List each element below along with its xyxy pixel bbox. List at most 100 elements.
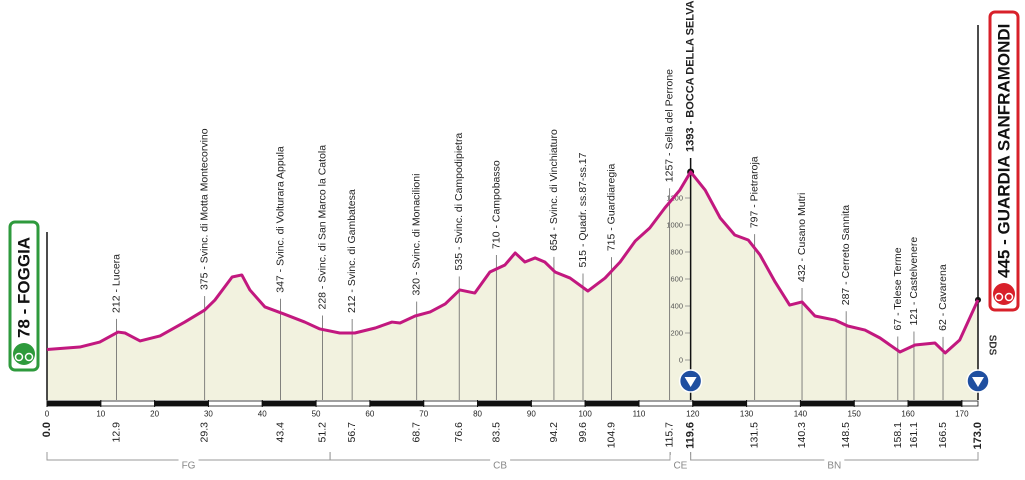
km-bar-segment (208, 400, 263, 407)
km-bar-segment (261, 400, 317, 407)
km-tick-label: 170 (955, 410, 969, 419)
km-bar-segment (961, 400, 979, 407)
km-label: 158.1 (892, 422, 904, 448)
km-label: 131.5 (749, 422, 761, 448)
start-badge (8, 220, 40, 372)
km-bar-segment (692, 400, 747, 407)
start-icon (13, 343, 35, 365)
km-bar-segment (423, 400, 478, 407)
km-tick-label: 80 (473, 410, 482, 419)
altitude-tick-label: 400 (670, 302, 683, 311)
km-bar-segment (638, 400, 694, 407)
waypoint-label: 67 - Telese Terme (892, 247, 904, 330)
section-label-bg (490, 455, 511, 466)
waypoint-label: 62 - Cavarena (937, 264, 949, 331)
km-label: 43.4 (275, 422, 287, 443)
finish-icon-wheel (994, 292, 1004, 302)
waypoint-label: 710 - Campobasso (490, 160, 502, 249)
finish-icon (993, 283, 1015, 305)
waypoint-label: 1257 - Sella del Perrone (664, 69, 676, 182)
waypoint-label: 375 - Svinc. di Motta Montecorvino (199, 128, 211, 290)
km-bar-segment (800, 400, 855, 407)
km-bar-segment (154, 400, 209, 407)
km-label: 140.3 (796, 422, 808, 448)
km-label: 29.3 (199, 422, 211, 443)
km-tick-label: 150 (848, 410, 862, 419)
km-bar-segment (853, 400, 909, 407)
km-label: 51.2 (317, 422, 329, 443)
altitude-tick-label: 0 (679, 356, 683, 365)
waypoint-label: 121 - Castelvenere (908, 237, 920, 326)
altitude-tick-label: 200 (670, 329, 683, 338)
waypoint-label: 515 - Quadr. ss.87-ss.17 (577, 152, 589, 267)
start-label: 78 - FOGGIA (15, 237, 34, 338)
waypoint-label: 228 - Svinc. di San Marco la Catola (317, 145, 329, 310)
start-icon-wheel (24, 352, 34, 362)
km-bar-segment (369, 400, 425, 407)
waypoint-label: 797 - Pietraroja (749, 156, 761, 228)
km-tick-label: 110 (633, 410, 646, 419)
section-label-bg (824, 455, 845, 466)
km-tick-label: 120 (686, 410, 700, 419)
waypoint-label: 432 - Cusano Mutri (796, 193, 808, 282)
profile-line (46, 170, 980, 355)
km-tick-label: 160 (901, 410, 915, 419)
km-label: 99.6 (577, 422, 589, 443)
section-label-bg (178, 455, 199, 466)
section-label: FG (182, 461, 196, 472)
km-label: 173.0 (972, 422, 984, 450)
km-tick-label: 100 (578, 410, 592, 419)
waypoint-label: 654 - Svinc. di Vinchiaturo (548, 129, 560, 251)
waypoint-label: 715 - Guardiaregia (606, 163, 618, 251)
km-tick-label: 30 (204, 410, 213, 419)
start-icon-wheel (14, 352, 24, 362)
km-tick-label: 90 (527, 410, 536, 419)
waypoint-label: 347 - Svinc. di Volturara Appula (275, 146, 287, 293)
section-label-bg (670, 455, 691, 466)
km-label: 119.6 (685, 422, 697, 449)
section-label: CB (493, 461, 507, 472)
km-label: 12.9 (110, 422, 122, 443)
km-bar-segment (477, 400, 532, 407)
waypoint-label: 320 - Svinc. di Monacilioni (411, 174, 423, 296)
waypoint-label: 287 - Cerreto Sannita (840, 205, 852, 306)
waypoint-label: 212 - Svinc. di Gambatesa (346, 189, 358, 313)
finish-label: 445 - GUARDIA SANFRAMONDI (995, 24, 1014, 278)
section-label: CE (673, 461, 687, 472)
section-label: BN (827, 461, 841, 472)
km-tick-label: 60 (365, 410, 374, 419)
summit-marker-arrow (684, 377, 697, 387)
km-tick-label: 130 (740, 410, 754, 419)
km-label: 94.2 (548, 422, 560, 443)
km-tick-label: 20 (150, 410, 159, 419)
finish-sds: SDS (987, 335, 998, 356)
km-label: 68.7 (411, 422, 423, 443)
finish-marker-arrow (972, 377, 984, 387)
km-tick-label: 10 (96, 410, 105, 419)
km-bar-segment (100, 400, 156, 407)
km-label: 0.0 (41, 422, 53, 437)
km-label: 115.7 (664, 422, 676, 448)
km-tick-label: 50 (312, 410, 321, 419)
km-bar-segment (46, 400, 102, 407)
km-bar-segment (315, 400, 371, 407)
km-bar-segment (584, 400, 640, 407)
km-label: 104.9 (606, 422, 618, 448)
km-bar-segment (530, 400, 586, 407)
km-tick-label: 40 (258, 410, 267, 419)
finish-icon-wheel (1004, 292, 1014, 302)
waypoint-label: 1393 - BOCCA DELLA SELVA (685, 0, 697, 152)
altitude-tick-label: 1000 (666, 221, 683, 230)
waypoint-label: 535 - Svinc. di Campodipietra (453, 133, 465, 271)
km-bar-segment (746, 400, 801, 407)
km-label: 56.7 (346, 422, 358, 443)
profile-area (47, 171, 978, 400)
km-tick-label: 140 (794, 410, 808, 419)
km-label: 148.5 (840, 422, 852, 448)
waypoint-label: 212 - Lucera (110, 254, 122, 313)
km-label: 83.5 (490, 422, 502, 443)
km-label: 166.5 (937, 422, 949, 448)
altitude-tick-label: 600 (670, 275, 683, 284)
km-label: 161.1 (908, 422, 920, 448)
